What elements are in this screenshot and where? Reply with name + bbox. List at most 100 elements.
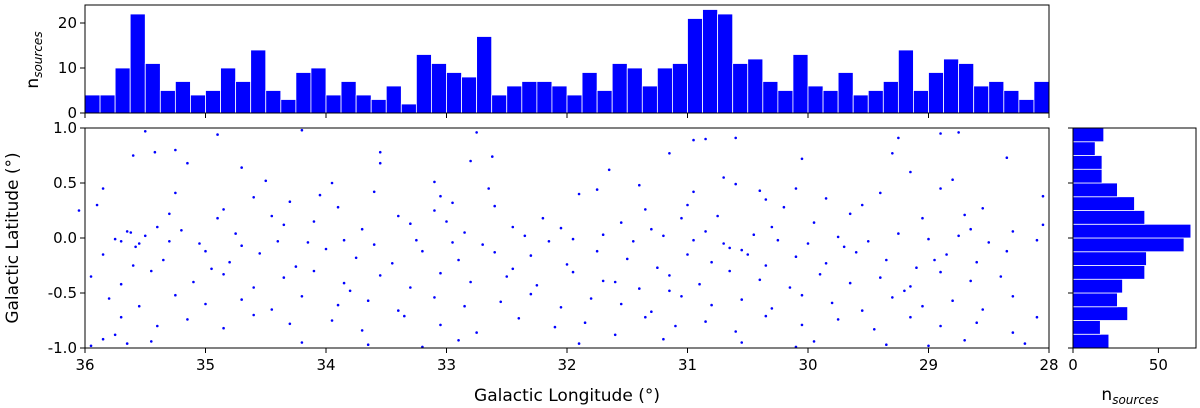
scatter-point xyxy=(107,297,111,300)
scatter-point xyxy=(300,295,304,298)
scatter-point xyxy=(987,241,991,244)
scatter-point xyxy=(848,212,852,216)
scatter-point xyxy=(300,341,304,344)
top-histogram-bar xyxy=(702,9,719,114)
scatter-point xyxy=(1011,331,1015,334)
right-histogram-bar xyxy=(1072,251,1147,266)
scatter-point xyxy=(1011,295,1015,298)
scatter-point xyxy=(439,271,442,275)
scatter-point xyxy=(499,300,503,304)
scatter-point xyxy=(378,150,382,154)
top-histogram-bar xyxy=(882,81,899,114)
scatter-point xyxy=(644,208,647,211)
right-histogram-bar xyxy=(1072,141,1096,156)
scatter-point xyxy=(553,325,557,329)
scatter-xtick-label: 35 xyxy=(196,356,215,374)
right-histogram-bar xyxy=(1072,196,1135,211)
scatter-point xyxy=(360,227,364,231)
scatter-point xyxy=(397,309,400,312)
right-histogram-bar xyxy=(1072,223,1192,239)
scatter-point xyxy=(559,306,563,309)
scatter-point xyxy=(613,280,617,284)
scatter-point xyxy=(764,264,768,267)
scatter-point xyxy=(734,136,737,140)
scatter-point xyxy=(625,257,629,261)
scatter-point xyxy=(541,216,545,220)
scatter-point xyxy=(631,240,635,243)
scatter-point xyxy=(445,220,448,223)
top-histogram-bar xyxy=(762,81,779,114)
scatter-point xyxy=(981,207,985,210)
scatter-point xyxy=(451,201,454,205)
right-histogram-bar xyxy=(1072,278,1123,294)
scatter-point xyxy=(222,326,225,330)
scatter-point xyxy=(704,320,707,323)
scatter-point xyxy=(939,187,942,190)
scatter-point xyxy=(143,234,147,238)
scatter-point xyxy=(378,161,382,165)
top-ytick-label: 20 xyxy=(58,14,77,32)
top-histogram-bar xyxy=(491,94,508,114)
scatter-point xyxy=(288,200,292,203)
top-histogram-bar xyxy=(867,90,884,114)
scatter-point xyxy=(704,230,707,233)
scatter-point xyxy=(686,203,689,207)
scatter-point xyxy=(969,279,972,283)
scatter-point xyxy=(848,281,852,285)
scatter-point xyxy=(119,282,123,286)
scatter-point xyxy=(153,150,157,154)
top-histogram-bar xyxy=(973,85,990,114)
scatter-point xyxy=(704,137,707,141)
scatter-point xyxy=(252,196,255,199)
scatter-point xyxy=(421,249,424,253)
top-histogram-bar xyxy=(958,63,975,114)
right-histogram-bar xyxy=(1072,265,1146,280)
top-histogram-bar xyxy=(190,94,206,114)
scatter-point xyxy=(794,187,798,190)
scatter-point xyxy=(975,260,978,264)
scatter-point xyxy=(397,214,400,218)
scatter-point xyxy=(89,344,93,348)
scatter-point xyxy=(638,287,641,290)
top-histogram-bar xyxy=(822,90,839,114)
scatter-point xyxy=(342,238,346,242)
scatter-point xyxy=(650,310,653,314)
scatter-point xyxy=(186,161,189,165)
scatter-point xyxy=(1023,342,1027,345)
top-histogram-bar xyxy=(84,94,101,114)
scatter-point xyxy=(228,260,231,264)
scatter-point xyxy=(734,330,737,333)
scatter-point xyxy=(469,159,472,163)
right-histogram-xlabel: nsources xyxy=(1101,385,1158,407)
scatter-point xyxy=(583,321,587,325)
top-histogram-bar xyxy=(687,18,703,114)
scatter-point xyxy=(909,285,912,288)
scatter-point xyxy=(312,220,316,223)
scatter-point xyxy=(770,225,774,229)
scatter-point xyxy=(433,296,436,299)
scatter-point xyxy=(577,342,581,345)
right-histogram-bar xyxy=(1072,155,1103,170)
scatter-point xyxy=(692,138,695,142)
top-histogram-bar xyxy=(310,67,327,114)
scatter-point xyxy=(342,281,346,285)
scatter-xtick-label: 36 xyxy=(75,356,94,374)
scatter-point xyxy=(131,264,135,267)
scatter-point xyxy=(95,203,99,207)
scatter-ytick-label: 0.5 xyxy=(53,174,77,192)
scatter-point xyxy=(162,258,165,262)
scatter-point xyxy=(143,130,147,133)
scatter-point xyxy=(872,328,876,331)
scatter-point xyxy=(613,333,617,337)
scatter-point xyxy=(909,315,912,319)
scatter-xticks: 36 35 34 33 32 31 30 29 28 xyxy=(75,348,1059,374)
top-histogram-bar xyxy=(747,58,764,114)
scatter-point xyxy=(192,280,195,284)
scatter-point xyxy=(680,216,683,220)
scatter-point xyxy=(119,240,123,243)
scatter-point xyxy=(1005,249,1009,253)
scatter-point xyxy=(981,308,985,311)
top-ytick-label: 10 xyxy=(58,59,77,77)
scatter-point xyxy=(897,232,900,235)
top-histogram-bar xyxy=(717,13,734,114)
